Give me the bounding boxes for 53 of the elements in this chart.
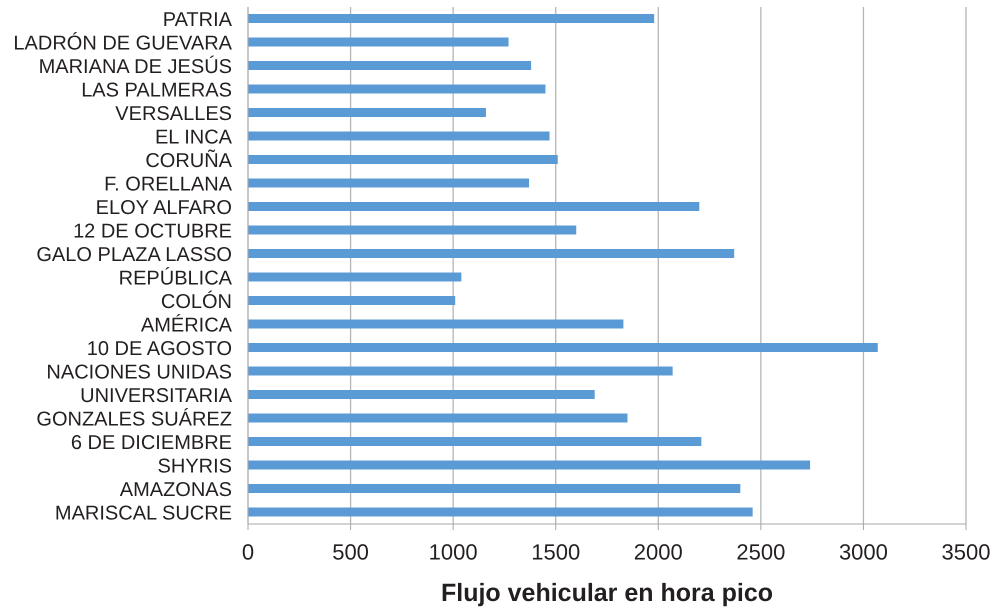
bar	[248, 84, 546, 94]
x-tick-label: 2500	[736, 540, 786, 565]
y-tick-label: SHYRIS	[158, 455, 232, 478]
y-tick-label: COLÓN	[160, 290, 232, 313]
y-tick-label: CORUÑA	[145, 148, 233, 172]
y-tick-label: GALO PLAZA LASSO	[36, 244, 232, 266]
y-tick-label: F. ORELLANA	[104, 173, 233, 196]
y-tick-label: 6 DE DICIEMBRE	[70, 432, 232, 454]
bar	[248, 249, 734, 258]
bar	[248, 202, 700, 212]
bar	[248, 343, 878, 352]
x-tick-label: 0	[242, 540, 254, 565]
bar	[248, 38, 509, 47]
y-tick-label: MARISCAL SUCRE	[54, 502, 232, 524]
y-tick-label: PATRIA	[162, 8, 233, 31]
y-tick-label: LAS PALMERAS	[81, 79, 232, 102]
bar	[248, 414, 628, 423]
bar	[248, 296, 456, 306]
bar	[248, 108, 486, 118]
y-tick-label: 10 DE AGOSTO	[86, 338, 232, 360]
y-tick-label: UNIVERSITARIA	[80, 384, 233, 407]
x-axis-title: Flujo vehicular en hora pico	[440, 579, 774, 607]
x-tick-label: 1000	[428, 540, 478, 565]
bar	[248, 484, 740, 494]
bar	[248, 178, 530, 188]
y-tick-label: REPÚBLICA	[118, 266, 233, 290]
bar	[248, 460, 810, 470]
y-tick-label: 12 DE OCTUBRE	[73, 220, 232, 242]
bar	[248, 132, 550, 141]
y-tick-label: AMAZONAS	[120, 478, 232, 501]
bar	[248, 226, 576, 235]
y-tick-label: LADRÓN DE GUEVARA	[13, 31, 233, 54]
y-tick-label: MARIANA DE JESÚS	[38, 54, 232, 78]
x-tick-label: 1500	[531, 540, 580, 565]
y-tick-label: EL INCA	[154, 126, 233, 148]
bar	[248, 437, 702, 446]
y-tick-label: NACIONES UNIDAS	[46, 361, 232, 384]
bar	[248, 155, 558, 164]
bar	[248, 14, 654, 24]
y-tick-label: ELOY ALFARO	[96, 196, 232, 219]
bar	[248, 366, 673, 376]
bar	[248, 508, 753, 517]
bar	[248, 272, 462, 282]
x-tick-label: 500	[332, 540, 369, 565]
y-tick-label: GONZALES SUÁREZ	[36, 407, 232, 430]
x-tick-label: 3500	[942, 540, 990, 565]
y-tick-label: AMÉRICA	[140, 313, 233, 336]
bar	[248, 320, 624, 329]
bar	[248, 390, 595, 400]
bar	[248, 61, 532, 70]
x-tick-label: 3000	[838, 540, 888, 565]
y-tick-label: VERSALLES	[115, 102, 232, 125]
x-tick-label: 2000	[634, 540, 683, 565]
